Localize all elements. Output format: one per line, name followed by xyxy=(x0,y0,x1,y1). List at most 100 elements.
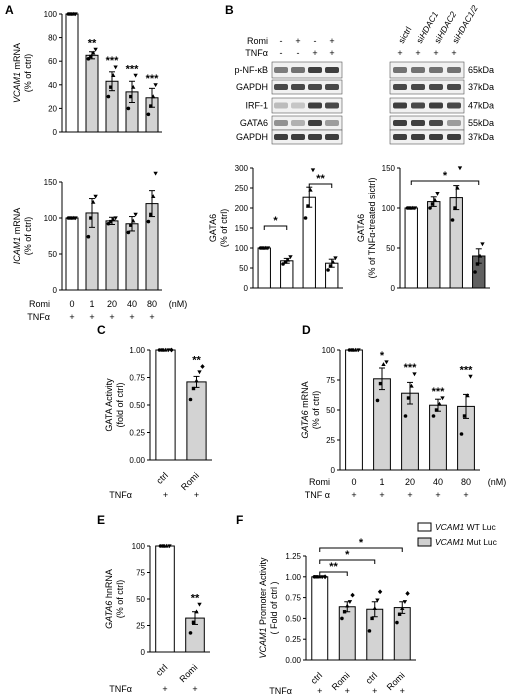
blot-band xyxy=(291,84,305,90)
blot-band xyxy=(325,120,339,126)
blot-strip xyxy=(271,129,343,145)
y-axis-label: VCAM1 mRNA xyxy=(12,43,22,103)
significance-label: ** xyxy=(192,355,201,367)
y-tick-label: 50 xyxy=(48,250,57,259)
y-axis-label-2: (% of TNFα-treated sictrl) xyxy=(367,177,377,278)
blot-band xyxy=(447,67,461,73)
romi-sign: - xyxy=(280,36,283,46)
significance-label: ** xyxy=(316,173,325,185)
label-italic-part: GATA6 xyxy=(104,601,114,629)
blot-row-label: IRF-1 xyxy=(246,101,269,111)
label-plain-part: Mut Luc xyxy=(464,537,497,547)
bar xyxy=(105,220,119,291)
romi-sign: - xyxy=(314,36,317,46)
y-axis-label-2: (% of ctrl) xyxy=(23,217,33,256)
blot-band xyxy=(429,134,443,140)
data-point xyxy=(310,168,316,173)
data-point xyxy=(111,217,116,222)
tnf-sign: + xyxy=(194,490,199,500)
y-tick-label: 0 xyxy=(331,466,336,475)
row-label-tnf: TNFα xyxy=(109,490,132,500)
data-point xyxy=(111,73,116,77)
data-point xyxy=(408,206,412,210)
data-point xyxy=(71,11,76,16)
blot-row-label: GAPDH xyxy=(236,82,268,92)
data-point xyxy=(453,206,457,210)
x-tick-label: Romi xyxy=(177,662,199,684)
blot-band xyxy=(308,120,322,126)
legend-label: VCAM1 Mut Luc xyxy=(435,537,498,547)
panel-letter-F: F xyxy=(236,513,243,527)
data-point xyxy=(434,408,439,412)
data-point xyxy=(381,362,386,366)
significance-label: *** xyxy=(126,63,140,75)
tnf-sign: - xyxy=(280,48,283,58)
blot-band xyxy=(393,67,407,73)
data-point xyxy=(188,397,193,402)
tnf-sign: - xyxy=(297,48,300,58)
significance-label: ** xyxy=(191,592,200,604)
row-label-tnf: TNFα xyxy=(269,686,292,696)
y-tick-label: 0.75 xyxy=(285,594,301,603)
data-point xyxy=(480,242,485,247)
blot-band xyxy=(325,102,339,109)
data-point xyxy=(375,598,380,603)
y-tick-label: 250 xyxy=(235,184,249,193)
bar xyxy=(85,54,99,133)
row-label-tnf: TNFα xyxy=(27,312,50,322)
tnf-sign: + xyxy=(415,48,420,58)
significance-label: *** xyxy=(146,73,160,85)
blot-band xyxy=(447,120,461,126)
data-point xyxy=(340,616,344,621)
tnf-sign: + xyxy=(397,48,402,58)
tnf-sign: + xyxy=(69,312,74,322)
kda-label: 65kDa xyxy=(468,65,494,75)
data-point xyxy=(465,393,470,398)
data-point xyxy=(126,106,131,111)
kda-label: 55kDa xyxy=(468,118,494,128)
data-point xyxy=(86,234,91,239)
y-tick-label: 100 xyxy=(44,214,58,223)
tnf-sign: + xyxy=(129,312,134,322)
y-tick-label: 150 xyxy=(235,224,249,233)
data-point xyxy=(288,255,293,260)
blot-strip xyxy=(389,97,465,114)
blot-band xyxy=(308,102,322,109)
y-tick-label: 100 xyxy=(44,10,58,19)
y-axis-label-2: ( Fold of ctrl ) xyxy=(269,581,279,634)
bar xyxy=(373,378,391,471)
blot-band xyxy=(291,67,305,73)
x-tick-label: ctrl xyxy=(154,662,170,678)
data-point xyxy=(378,381,383,386)
y-axis-label: GATA Activity xyxy=(104,378,114,432)
data-point xyxy=(372,606,377,611)
row-label-romi: Romi xyxy=(247,36,268,46)
chart-E: 0 25 50 75 100 ** GATA6 hnRNA (% of ctrl) xyxy=(104,542,210,657)
data-point xyxy=(322,574,328,580)
y-tick-label: 0.75 xyxy=(129,374,145,383)
y-tick-label: 50 xyxy=(386,244,395,253)
data-point xyxy=(73,216,78,221)
dose-label: 20 xyxy=(107,299,117,309)
data-point xyxy=(93,194,98,199)
tnf-sign: + xyxy=(89,312,94,322)
tnf-sign: + xyxy=(162,684,167,694)
blot-band xyxy=(447,134,461,140)
y-tick-label: 1.00 xyxy=(285,573,301,582)
dose-label: 20 xyxy=(405,477,415,487)
label-plain-part: mRNA xyxy=(300,381,310,410)
legend-label: VCAM1 WT Luc xyxy=(435,522,497,532)
data-point xyxy=(397,612,402,616)
y-tick-label: 100 xyxy=(382,204,396,213)
y-tick-label: 50 xyxy=(239,264,248,273)
y-tick-label: 150 xyxy=(382,164,396,173)
blot-band xyxy=(274,102,288,109)
blot-band xyxy=(274,120,288,126)
romi-sign: + xyxy=(329,36,334,46)
data-point xyxy=(350,592,355,598)
blot-band xyxy=(291,120,305,126)
data-point xyxy=(131,84,136,89)
blot-band xyxy=(393,102,407,109)
y-tick-label: 1.25 xyxy=(285,552,301,561)
